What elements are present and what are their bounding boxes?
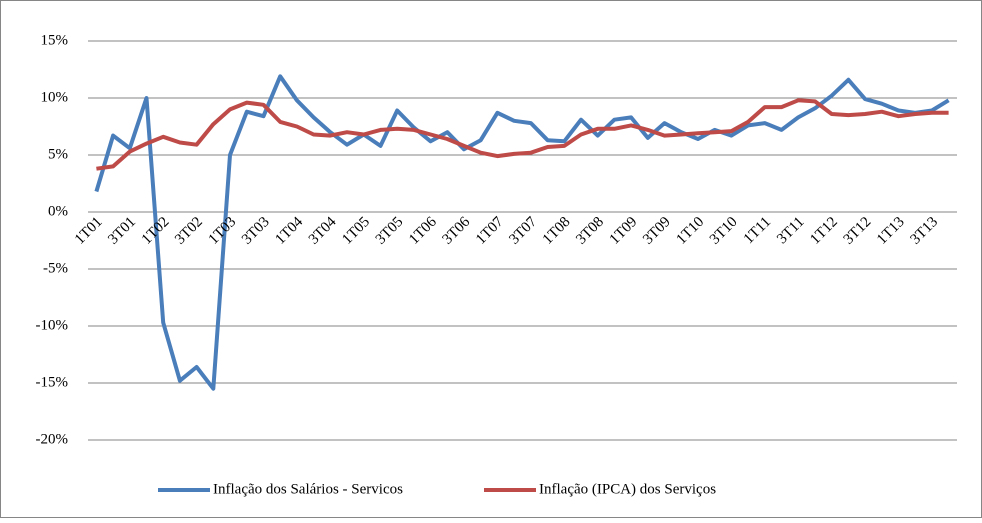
y-tick-label: -15%: [36, 374, 69, 390]
y-tick-label: 15%: [41, 32, 69, 48]
series-line: [94, 74, 950, 391]
y-tick-label: -10%: [36, 317, 69, 333]
lines: [94, 74, 950, 391]
series-line: [96, 98, 949, 171]
legend-label: Inflação dos Salários - Servicos: [213, 481, 403, 497]
y-tick-label: -20%: [36, 431, 69, 447]
legend-label: Inflação (IPCA) dos Serviços: [539, 481, 716, 497]
y-tick-label: -5%: [43, 260, 68, 276]
y-tick-label: 5%: [48, 146, 68, 162]
y-tick-label: 10%: [41, 89, 69, 105]
y-tick-label: 0%: [48, 203, 68, 219]
